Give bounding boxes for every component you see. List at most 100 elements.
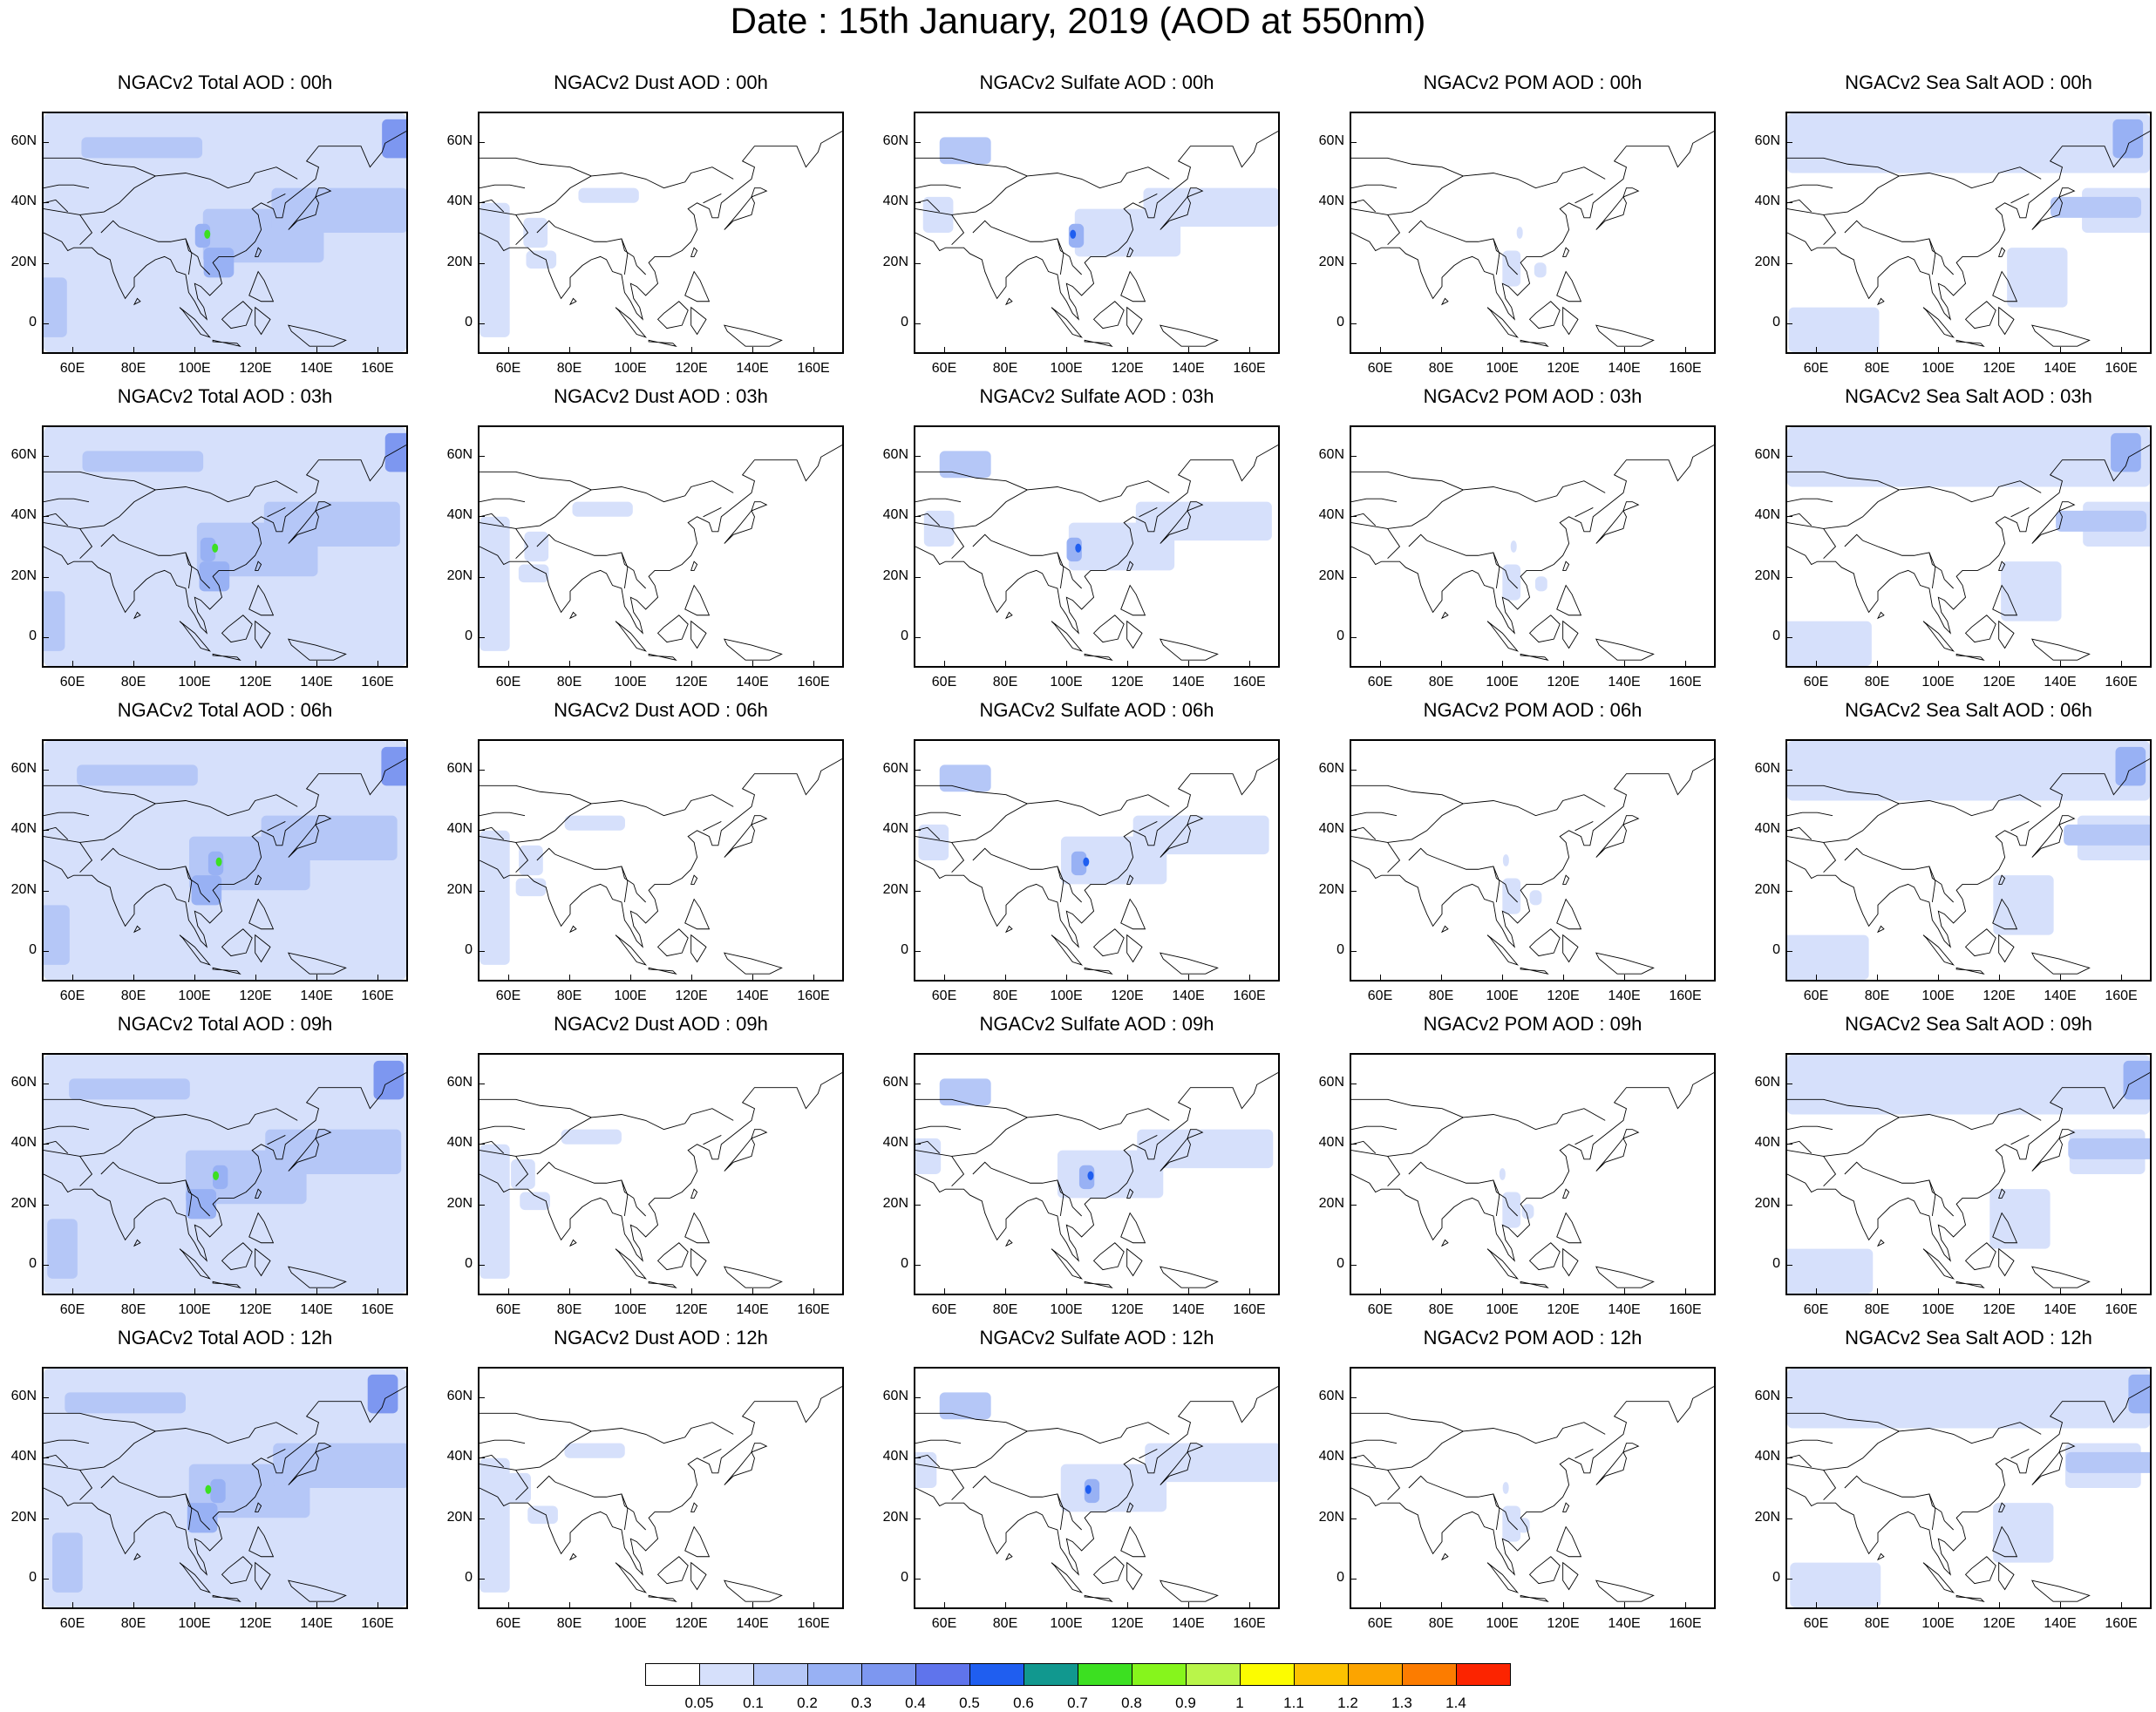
- x-tick-label: 120E: [1111, 675, 1144, 690]
- x-tick-label: 140E: [1172, 361, 1205, 376]
- aod-field: [1787, 741, 2150, 801]
- coastline: [1351, 471, 1464, 491]
- aod-field: [561, 1129, 622, 1145]
- x-tick-label: 100E: [1921, 675, 1955, 690]
- map-panel: NGACv2 POM AOD : 03h 60E 80E 100E 120E 140E 16…: [1319, 385, 1716, 690]
- island-outline: [1440, 1239, 1449, 1247]
- coastline: [44, 1422, 298, 1471]
- y-tick-label: 60N: [882, 446, 908, 462]
- island-outline: [1562, 1247, 1579, 1277]
- aod-field: [578, 187, 639, 203]
- y-tick-label: 40N: [10, 194, 37, 209]
- aod-field: [1071, 851, 1087, 876]
- island-outline: [1922, 934, 1955, 966]
- coastline: [1139, 1135, 1158, 1145]
- coastline: [44, 1412, 156, 1432]
- colorbar-label: 0.5: [959, 1695, 980, 1711]
- y-tick-mark: [42, 1579, 49, 1580]
- island-outline: [1876, 925, 1885, 934]
- aod-field: [515, 878, 547, 897]
- colorbar-label: 0.7: [1067, 1695, 1088, 1711]
- island-outline: [690, 1561, 707, 1591]
- coastline: [2010, 1135, 2030, 1145]
- island-outline: [315, 815, 332, 825]
- panel-title: NGACv2 POM AOD : 12h: [1423, 1327, 1643, 1349]
- island-outline: [568, 611, 577, 620]
- x-tick-mark: [255, 1288, 256, 1295]
- y-tick-label: 60N: [10, 1074, 37, 1090]
- coastline: [915, 1072, 1278, 1262]
- island-outline: [1595, 1451, 1627, 1485]
- x-tick-mark: [1877, 661, 1878, 668]
- coastline: [479, 199, 505, 213]
- aod-field: [1787, 1055, 2150, 1115]
- x-tick-label: 140E: [1172, 1302, 1205, 1317]
- island-outline: [2031, 196, 2063, 230]
- coastline: [44, 1454, 69, 1468]
- colorbar-label: 0.2: [797, 1695, 818, 1711]
- y-tick-label: 20N: [446, 567, 473, 583]
- island-outline: [287, 1266, 347, 1288]
- x-tick-mark: [377, 975, 378, 982]
- y-tick-label: 40N: [882, 1135, 908, 1151]
- aod-field: [1989, 1189, 2051, 1249]
- map-frame: [914, 1367, 1280, 1609]
- aod-field: [2128, 1374, 2150, 1414]
- island-outline: [1922, 1248, 1955, 1280]
- colorbar-label: 0.4: [905, 1695, 926, 1711]
- y-tick-mark: [914, 516, 921, 518]
- y-tick-label: 40N: [882, 507, 908, 523]
- x-tick-mark: [194, 975, 195, 982]
- x-tick-label: 160E: [1669, 675, 1702, 690]
- y-tick-mark: [914, 951, 921, 953]
- aod-field: [2065, 1451, 2150, 1473]
- coastline: [100, 220, 119, 234]
- map-canvas: [915, 1386, 1278, 1602]
- x-tick-mark: [813, 347, 814, 354]
- aod-field: [520, 1192, 550, 1211]
- x-tick-mark: [813, 1602, 814, 1609]
- island-outline: [1051, 1562, 1084, 1593]
- x-tick-mark: [1249, 347, 1250, 354]
- x-tick-mark: [2121, 1602, 2122, 1609]
- y-tick-label: 20N: [1754, 567, 1780, 583]
- coastline: [2010, 1449, 2030, 1459]
- island-outline: [656, 301, 689, 329]
- y-tick-label: 0: [29, 315, 37, 330]
- coastline: [515, 842, 529, 873]
- coastline: [79, 214, 93, 246]
- x-tick-label: 120E: [675, 1616, 708, 1631]
- coastline: [915, 1439, 962, 1444]
- island-outline: [1998, 306, 2015, 336]
- x-tick-mark: [752, 1602, 753, 1609]
- y-tick-label: 40N: [10, 821, 37, 837]
- y-tick-mark: [1785, 1457, 1792, 1459]
- aod-field: [1068, 223, 1085, 248]
- x-tick-label: 160E: [797, 1302, 830, 1317]
- map-frame: [914, 1053, 1280, 1295]
- coastline: [1787, 1412, 1900, 1432]
- coastline: [44, 157, 156, 177]
- map-panel: NGACv2 Sulfate AOD : 12h 60E 80E 100E 120E 14…: [883, 1327, 1280, 1631]
- island-outline: [684, 898, 711, 930]
- panel-title: NGACv2 Dust AOD : 09h: [554, 1013, 768, 1035]
- island-outline: [724, 510, 755, 544]
- island-outline: [255, 620, 271, 649]
- y-tick-mark: [914, 890, 921, 892]
- island-outline: [288, 1138, 319, 1172]
- x-tick-mark: [1624, 661, 1625, 668]
- x-tick-label: 160E: [797, 1616, 830, 1631]
- island-outline: [1998, 934, 2015, 963]
- y-tick-label: 40N: [882, 1449, 908, 1464]
- map-panel: NGACv2 Dust AOD : 00h 60E 80E 100E 120E 140E 1…: [447, 71, 844, 376]
- x-tick-mark: [1685, 975, 1686, 982]
- x-tick-label: 140E: [2044, 675, 2077, 690]
- x-tick-mark: [1502, 1602, 1503, 1609]
- coastline: [1862, 853, 1954, 903]
- coastline: [1493, 1493, 1500, 1531]
- y-tick-mark: [914, 637, 921, 639]
- island-outline: [684, 1212, 711, 1244]
- x-tick-mark: [1380, 661, 1381, 668]
- coastline: [1787, 513, 1813, 527]
- x-tick-mark: [569, 975, 570, 982]
